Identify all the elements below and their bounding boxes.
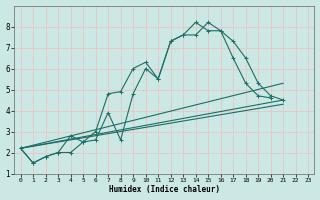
X-axis label: Humidex (Indice chaleur): Humidex (Indice chaleur) — [109, 185, 220, 194]
